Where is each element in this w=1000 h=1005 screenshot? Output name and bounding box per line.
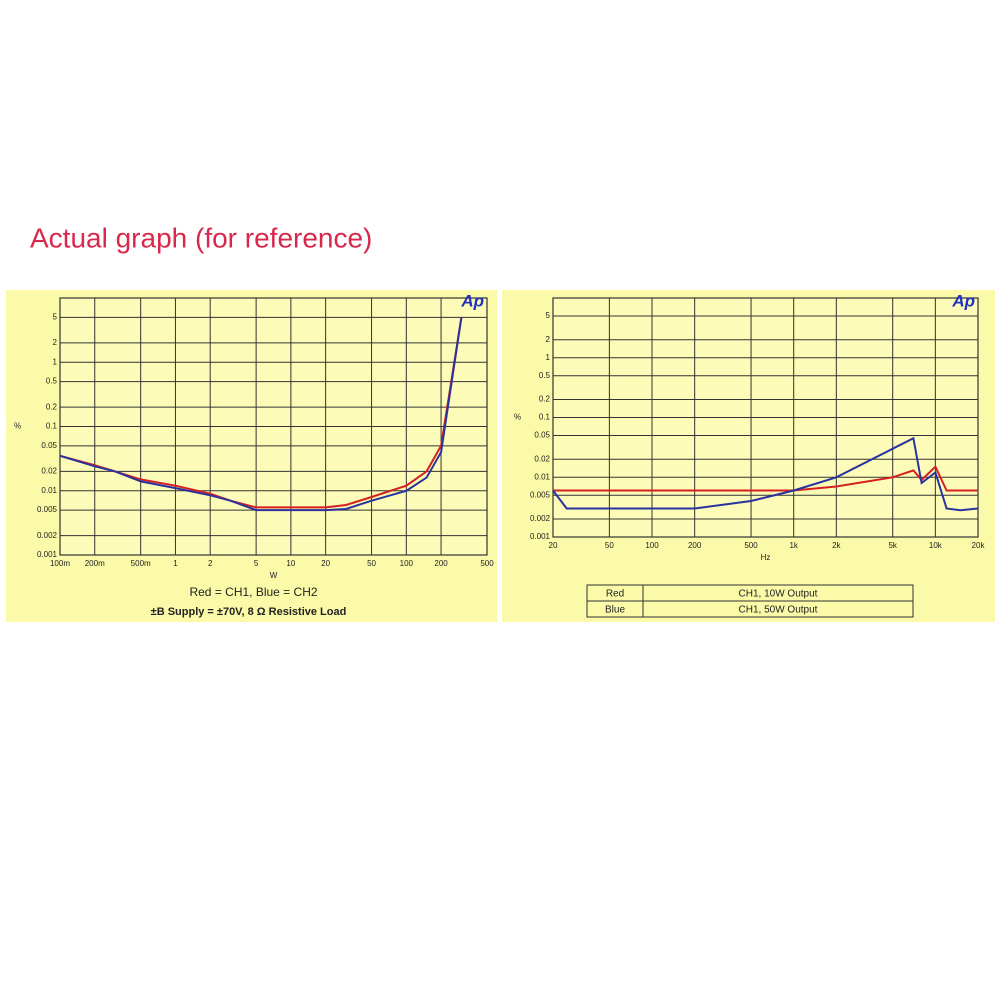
y-tick-label: 1 bbox=[53, 357, 58, 366]
x-tick-label: 200 bbox=[434, 559, 448, 568]
x-tick-label: 50 bbox=[605, 541, 614, 550]
legend-description: CH1, 10W Output bbox=[739, 589, 818, 600]
x-tick-label: 500 bbox=[480, 559, 494, 568]
x-tick-label: 5 bbox=[254, 559, 259, 568]
x-axis-label: W bbox=[270, 571, 278, 580]
series-line bbox=[59, 317, 463, 512]
x-tick-label: 20k bbox=[972, 541, 986, 550]
x-tick-label: 20 bbox=[321, 559, 330, 568]
y-tick-label: 0.02 bbox=[534, 454, 550, 463]
subtitle: ±B Supply = ±70V, 8 Ω Resistive Load bbox=[151, 606, 347, 618]
series-line bbox=[553, 465, 978, 492]
legend-row bbox=[586, 600, 914, 618]
x-axis-label: Hz bbox=[761, 553, 771, 562]
x-tick-label: 200m bbox=[85, 559, 105, 568]
y-tick-label: 0.05 bbox=[41, 441, 57, 450]
y-tick-label: 0.05 bbox=[534, 431, 550, 440]
x-tick-label: 50 bbox=[367, 559, 376, 568]
logo: Ap bbox=[460, 291, 484, 310]
y-tick-label: 0.2 bbox=[46, 402, 58, 411]
y-tick-label: 0.1 bbox=[46, 422, 58, 431]
x-tick-label: 200 bbox=[688, 541, 702, 550]
x-tick-label: 100 bbox=[400, 559, 414, 568]
y-tick-label: 0.005 bbox=[530, 490, 551, 499]
x-tick-label: 1 bbox=[173, 559, 178, 568]
series-line bbox=[552, 436, 979, 512]
x-tick-label: 1k bbox=[789, 541, 798, 550]
x-tick-label: 100m bbox=[50, 559, 70, 568]
y-tick-label: 2 bbox=[53, 338, 58, 347]
y-tick-label: 0.02 bbox=[41, 467, 57, 476]
y-tick-label: 0.2 bbox=[539, 395, 551, 404]
logo: Ap bbox=[951, 291, 975, 310]
y-tick-label: 0.001 bbox=[530, 532, 551, 541]
y-tick-label: 0.01 bbox=[41, 486, 57, 495]
x-tick-label: 500 bbox=[744, 541, 758, 550]
y-tick-label: 5 bbox=[546, 311, 551, 320]
x-tick-label: 2k bbox=[832, 541, 841, 550]
y-tick-label: 0.5 bbox=[539, 371, 551, 380]
x-tick-label: 5k bbox=[888, 541, 897, 550]
y-axis-label: % bbox=[514, 413, 521, 422]
y-tick-label: 0.002 bbox=[530, 514, 551, 523]
y-tick-label: 0.005 bbox=[37, 505, 58, 514]
x-tick-label: 500m bbox=[131, 559, 151, 568]
y-tick-label: 0.002 bbox=[37, 531, 58, 540]
x-tick-label: 20 bbox=[549, 541, 558, 550]
legend-description: CH1, 50W Output bbox=[739, 605, 818, 616]
legend-name: Blue bbox=[605, 605, 625, 616]
y-axis-label: % bbox=[14, 422, 21, 431]
x-tick-label: 2 bbox=[208, 559, 213, 568]
heading: Actual graph (for reference) bbox=[30, 222, 372, 253]
legend-name: Red bbox=[606, 589, 624, 600]
y-tick-label: 0.01 bbox=[534, 472, 550, 481]
x-tick-label: 10k bbox=[929, 541, 943, 550]
x-tick-label: 100 bbox=[645, 541, 659, 550]
y-tick-label: 2 bbox=[546, 335, 551, 344]
y-tick-label: 0.5 bbox=[46, 377, 58, 386]
y-tick-label: 0.001 bbox=[37, 550, 58, 559]
y-tick-label: 1 bbox=[546, 353, 551, 362]
y-tick-label: 0.1 bbox=[539, 413, 551, 422]
y-tick-label: 5 bbox=[53, 312, 58, 321]
legend-text: Red = CH1, Blue = CH2 bbox=[189, 585, 317, 599]
x-tick-label: 10 bbox=[286, 559, 295, 568]
